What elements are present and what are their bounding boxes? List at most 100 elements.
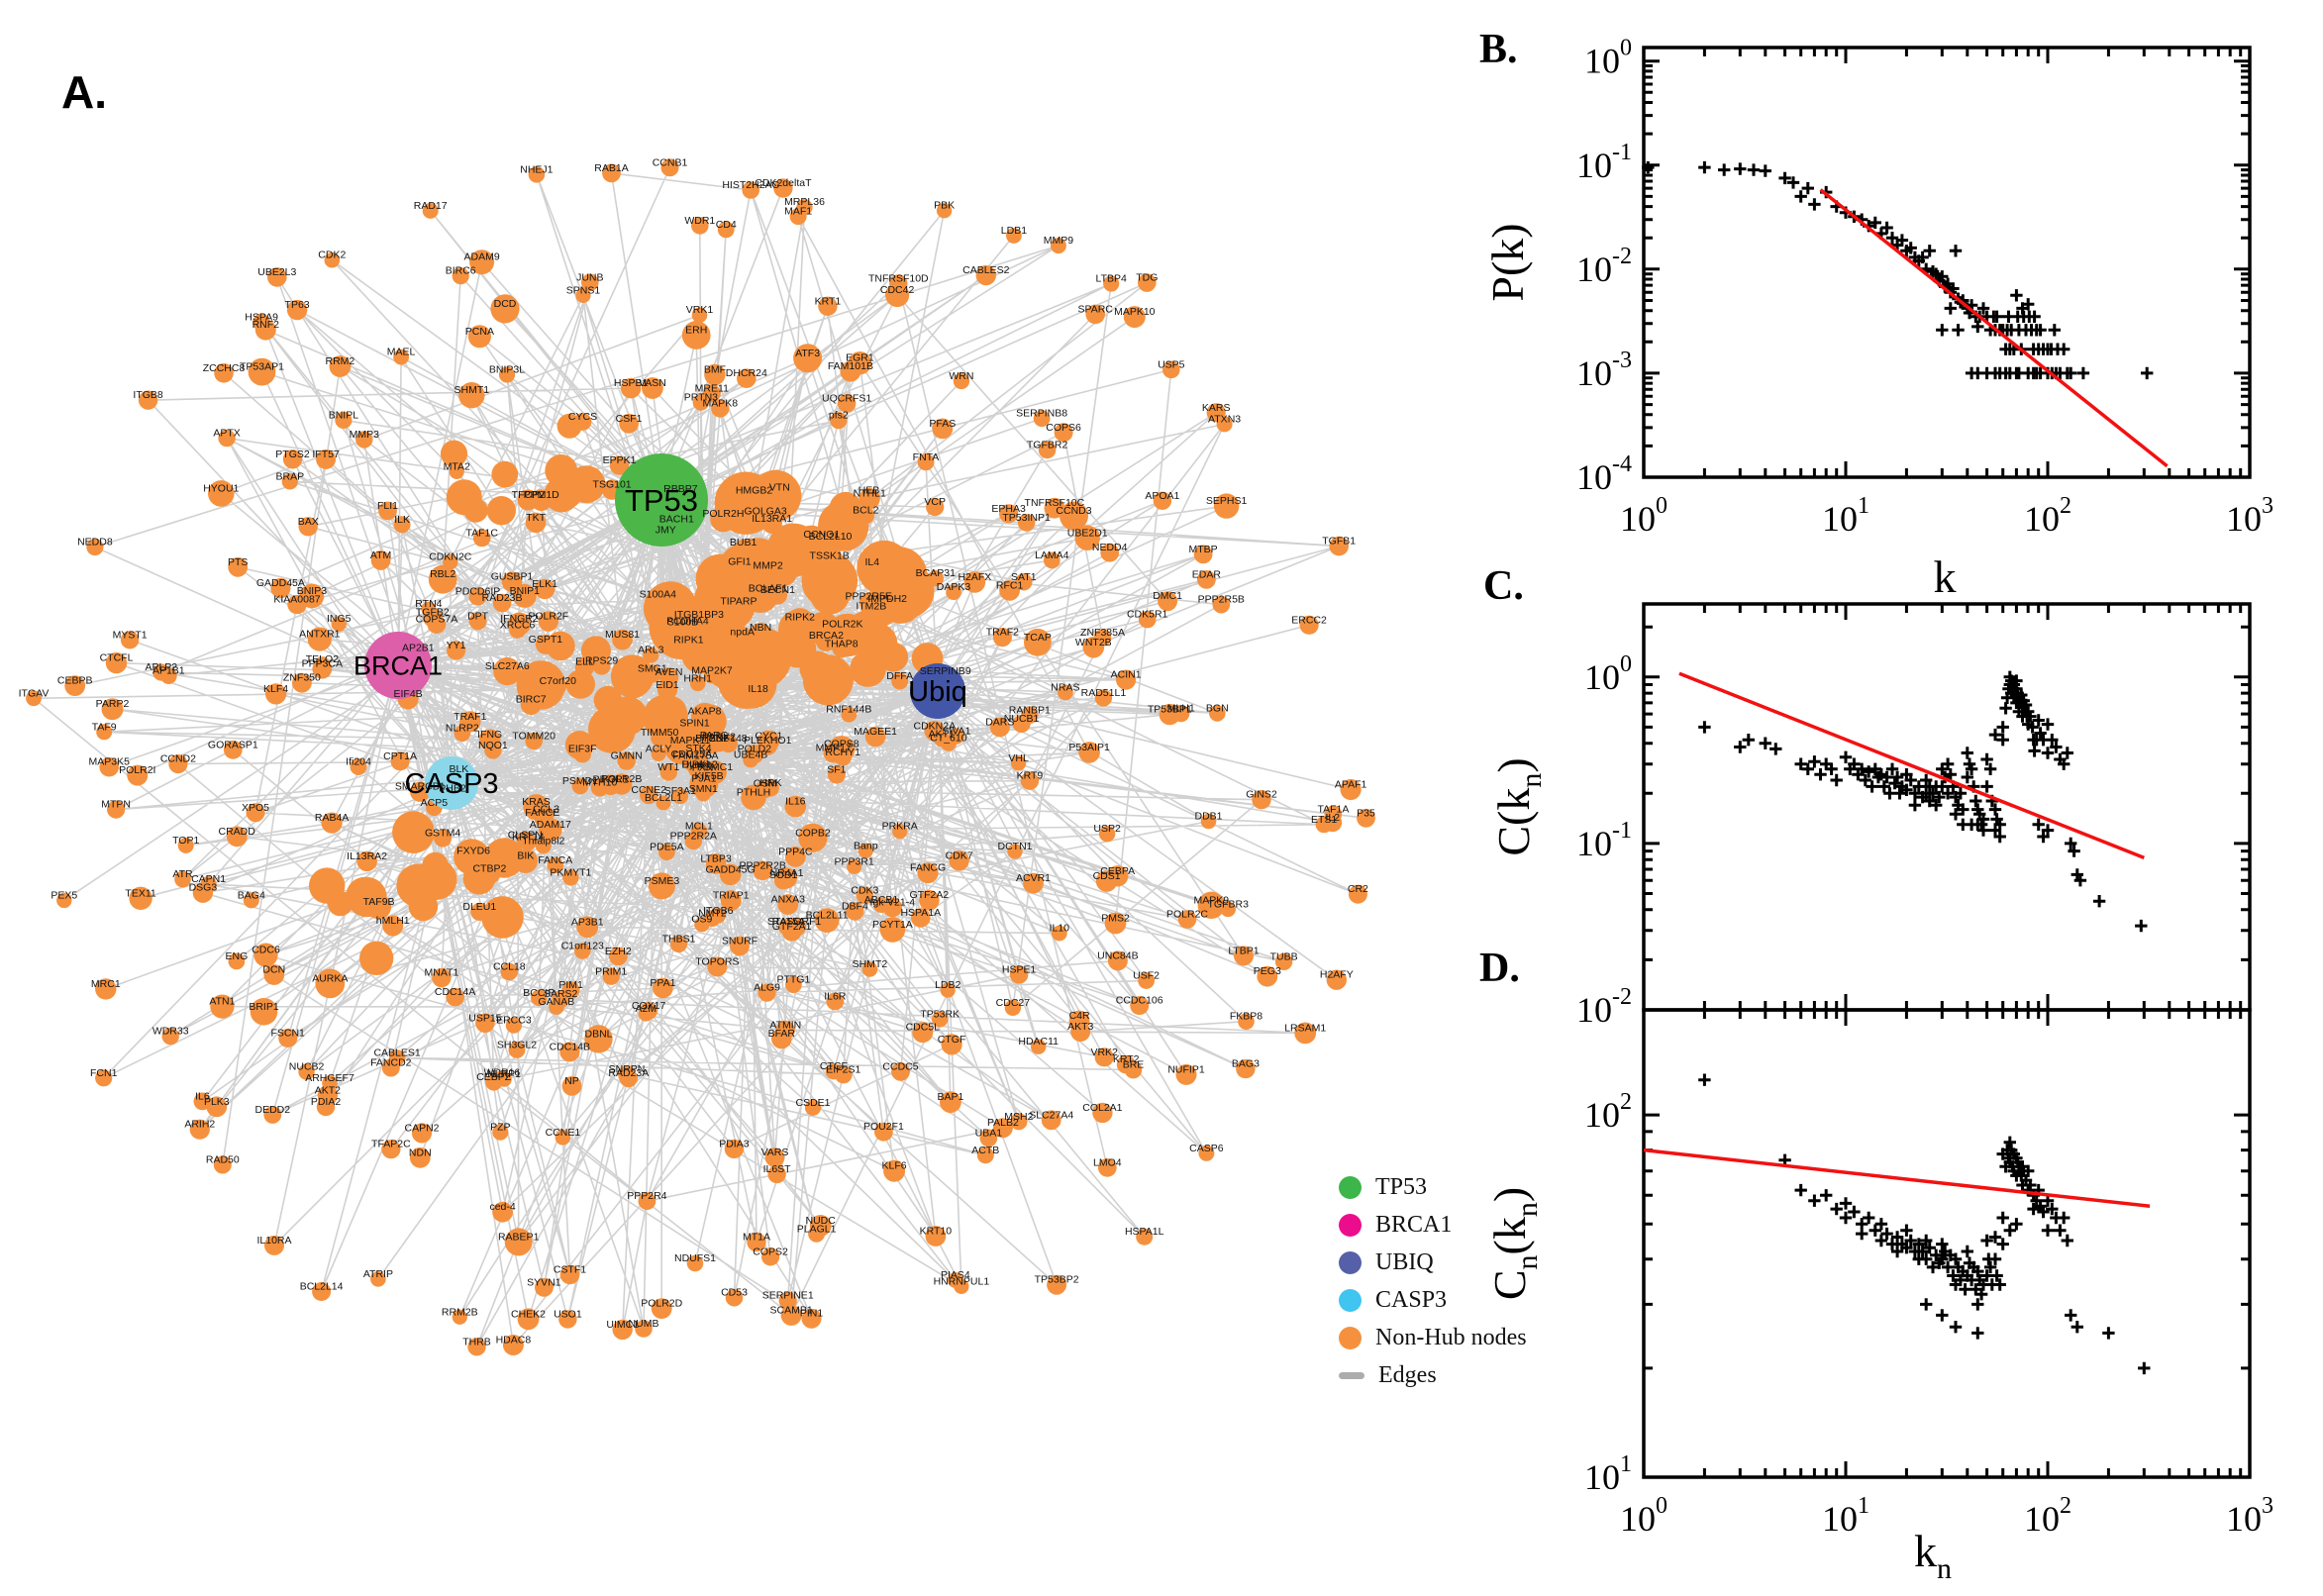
network-node-label: XRCC6 — [500, 619, 536, 631]
panel-a-label: A. — [61, 66, 107, 118]
network-node — [745, 486, 763, 505]
network-node — [815, 630, 838, 651]
network-node — [214, 363, 234, 383]
network-node — [891, 1062, 910, 1081]
network-node — [684, 832, 702, 850]
network-node-label: USP5 — [1158, 358, 1185, 370]
network-node — [1213, 493, 1240, 519]
network-node — [761, 1247, 780, 1266]
brca1-swatch-icon — [1339, 1213, 1362, 1237]
network-node-label: POLR2H — [702, 508, 744, 520]
network-node-label: POLR2I — [119, 764, 155, 776]
network-node-label: BNIPL — [329, 409, 359, 421]
network-node — [917, 862, 939, 884]
network-node — [773, 178, 793, 198]
network-node — [1009, 965, 1029, 984]
network-node — [711, 399, 730, 418]
network-node-label: PTHLH — [737, 786, 770, 798]
network-node-label: CDC14B — [550, 1041, 590, 1052]
network-nodes — [26, 158, 1375, 1356]
network-node-label: PDIA3 — [719, 1138, 750, 1149]
network-node-label: CEBPZ — [476, 1071, 512, 1083]
network-node-label: MT1A — [743, 1232, 770, 1244]
network-node — [833, 619, 853, 640]
network-node-label: RAD23A — [608, 1067, 649, 1079]
network-node — [976, 1147, 994, 1164]
network-node-label: ZNF385A — [1080, 627, 1125, 639]
network-node-label: LAMA4 — [1035, 549, 1069, 561]
network-node — [475, 1013, 495, 1034]
network-node — [669, 935, 688, 953]
network-node-label: ZCCHC8 — [203, 362, 246, 374]
network-node — [26, 690, 42, 707]
network-node — [798, 823, 828, 852]
hub-node-ubiq — [910, 663, 965, 719]
network-node-label: THRB — [462, 1336, 491, 1347]
network-node-label: KIF5B — [695, 770, 724, 782]
network-node — [750, 686, 766, 702]
network-node-label: TP63 — [285, 299, 310, 311]
network-node — [949, 850, 969, 871]
network-node-label: RAD23B — [482, 592, 523, 604]
network-node — [1323, 813, 1343, 833]
network-node-label: ced-4 — [489, 1201, 515, 1213]
network-node-label: ATF3 — [795, 348, 820, 359]
network-node-label: CCNB1 — [653, 156, 688, 168]
network-node-label: WDR16 — [484, 1067, 521, 1079]
network-node — [771, 1028, 792, 1049]
network-node — [784, 795, 807, 818]
network-node-label: PCDHA4 — [666, 616, 709, 628]
network-node-label: MSH2 — [1004, 1111, 1033, 1123]
network-node-label: P35 — [1357, 807, 1375, 819]
network-node — [1070, 1022, 1091, 1042]
network-node — [861, 961, 878, 977]
network-node — [1104, 912, 1127, 935]
network-node-label: MAEL — [387, 347, 416, 358]
network-node — [174, 870, 191, 888]
network-node-label: SMARCB1 — [395, 781, 446, 793]
network-node-label: PFAS — [929, 418, 956, 430]
network-node-label: TRIAP1 — [713, 890, 750, 902]
network-node — [1010, 755, 1027, 771]
y-tick-label: 101 — [1584, 1451, 1632, 1497]
network-node — [1116, 669, 1137, 690]
network-node-label: H2AFX — [958, 571, 991, 583]
network-node-label: NRAS — [1051, 681, 1079, 693]
network-node-label: TIMM50 — [641, 727, 679, 739]
network-node-label: COPS8 — [824, 739, 859, 750]
scatter-points — [1642, 160, 2154, 380]
network-node-label: DFFA — [886, 670, 913, 682]
network-node-label: SPNS1 — [566, 284, 601, 296]
network-node — [138, 390, 158, 410]
network-node — [263, 1106, 282, 1124]
network-node-label: CTCF — [820, 1060, 848, 1072]
network-node-label: ENG — [226, 950, 249, 962]
network-node — [737, 368, 757, 389]
network-node-label: DEDD2 — [255, 1104, 291, 1116]
network-node-label: ERCC3 — [496, 1015, 532, 1027]
network-node-label: IFT57 — [312, 449, 340, 460]
network-node-label: KRT9 — [1017, 770, 1044, 782]
network-node-label: BRAP — [276, 470, 305, 482]
legend-label: UBIQ — [1375, 1248, 1434, 1275]
network-node — [107, 800, 126, 819]
network-node-label: MYST1 — [113, 629, 148, 641]
network-node — [689, 610, 709, 630]
network-node-label: PPM1D — [524, 489, 560, 501]
network-node — [758, 983, 776, 1002]
network-node-label: DCN — [262, 964, 285, 976]
network-node-label: MUS81 — [605, 629, 640, 641]
network-node-label: ZNF350 — [283, 672, 321, 684]
network-node-label: TGFB2 — [416, 607, 450, 619]
network-node-label: MCL1 — [685, 821, 713, 833]
network-node — [1107, 950, 1128, 971]
network-node — [859, 592, 878, 611]
network-node — [331, 616, 347, 632]
network-node — [355, 431, 373, 449]
y-tick-label: 100 — [1584, 651, 1632, 697]
network-node-label: EID1 — [656, 679, 679, 691]
network-node-label: IL16 — [785, 796, 806, 808]
legend-label: Edges — [1378, 1361, 1437, 1388]
network-node-label: IFNG — [477, 729, 502, 741]
